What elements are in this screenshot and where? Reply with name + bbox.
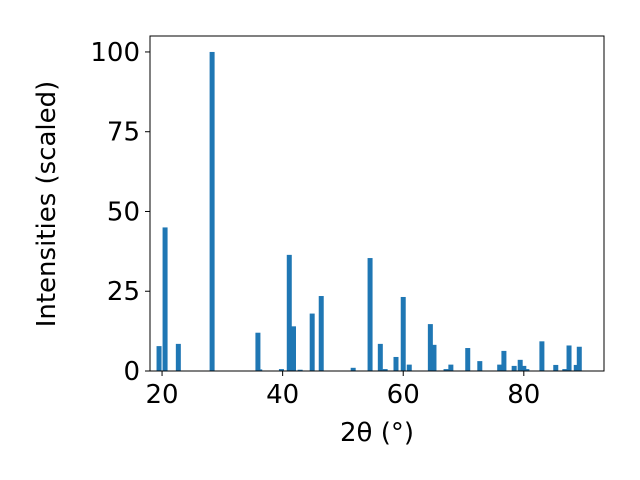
bar — [393, 356, 399, 371]
bar — [318, 296, 324, 371]
bar — [406, 364, 412, 371]
bar — [156, 346, 162, 371]
bar — [431, 344, 437, 371]
bar — [573, 364, 579, 371]
bar — [382, 369, 388, 371]
bar — [257, 369, 263, 371]
x-tick-label: 40 — [266, 380, 299, 410]
bar — [562, 369, 568, 371]
y-tick-label: 25 — [107, 277, 140, 307]
plot-frame — [149, 35, 605, 372]
bar — [297, 369, 303, 371]
bar — [477, 361, 483, 371]
bar — [521, 365, 527, 371]
bar — [367, 258, 373, 371]
bar — [539, 341, 545, 371]
bar — [517, 359, 523, 371]
bar — [427, 324, 433, 371]
bar — [448, 364, 454, 371]
y-tick-label: 50 — [107, 197, 140, 227]
bar — [290, 326, 296, 371]
bar — [576, 346, 582, 371]
bar — [309, 313, 315, 371]
bar — [511, 365, 517, 371]
y-axis-label: Intensities (scaled) — [32, 81, 62, 328]
bar — [209, 51, 215, 371]
bar — [350, 367, 356, 371]
bar — [566, 345, 572, 371]
bar — [497, 364, 503, 371]
bar — [175, 343, 181, 371]
bar — [553, 364, 559, 371]
bar — [255, 332, 261, 371]
y-tick-label: 0 — [123, 357, 140, 387]
y-tick-label: 100 — [90, 38, 140, 68]
bar — [162, 227, 168, 371]
x-tick-label: 20 — [146, 380, 179, 410]
x-tick-label: 80 — [507, 380, 540, 410]
bar — [465, 348, 471, 371]
bar — [278, 369, 284, 371]
y-tick-label: 75 — [107, 118, 140, 148]
bar — [524, 369, 530, 371]
x-axis-label: 2θ (°) — [340, 418, 414, 448]
x-tick-label: 60 — [387, 380, 420, 410]
bar — [286, 254, 292, 371]
bar — [501, 350, 507, 371]
bar — [443, 369, 449, 371]
bar — [400, 296, 406, 371]
bar — [377, 343, 383, 371]
